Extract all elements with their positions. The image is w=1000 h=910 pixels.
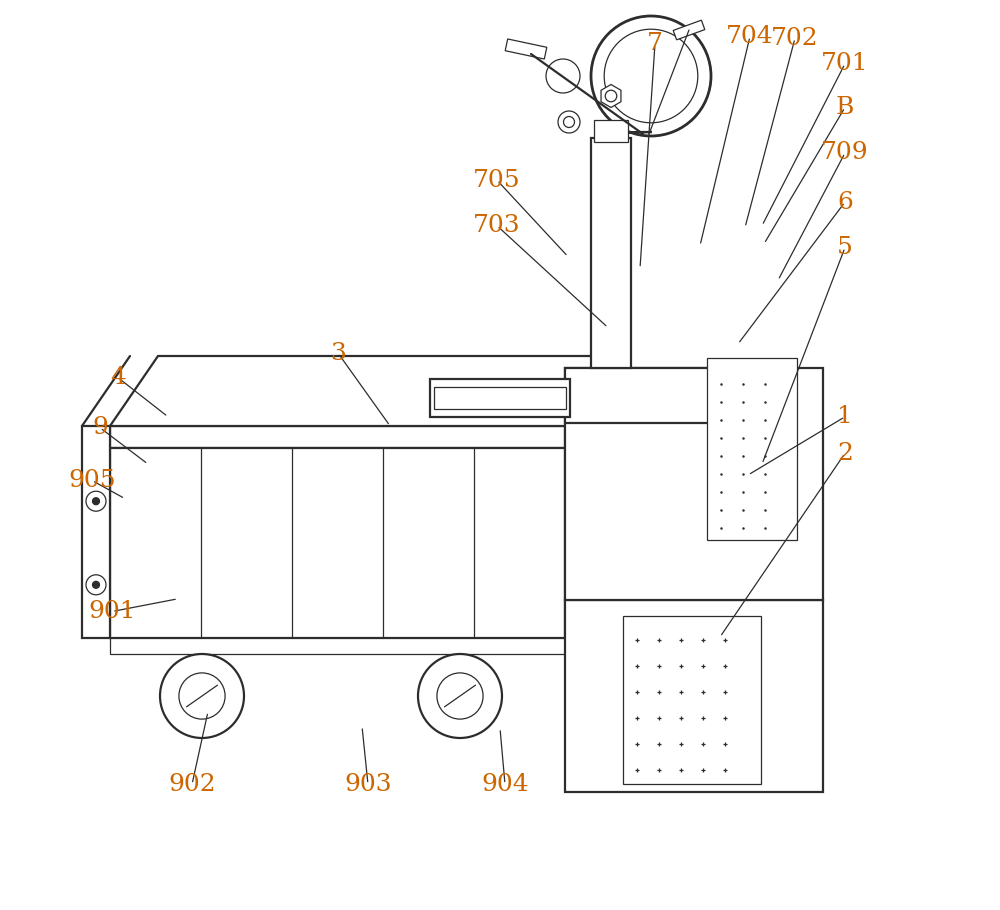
Bar: [707, 358, 797, 540]
Circle shape: [418, 654, 502, 738]
Circle shape: [86, 575, 106, 595]
Bar: [565, 600, 823, 792]
Text: 709: 709: [821, 141, 869, 165]
Bar: [110, 638, 565, 654]
Text: 2: 2: [837, 441, 853, 465]
Polygon shape: [82, 426, 110, 638]
Circle shape: [92, 498, 100, 505]
Polygon shape: [605, 132, 652, 133]
Circle shape: [92, 581, 100, 588]
Text: B: B: [836, 96, 854, 119]
Polygon shape: [601, 85, 621, 107]
Bar: [591, 138, 631, 368]
Text: 703: 703: [473, 214, 521, 238]
Circle shape: [558, 111, 580, 133]
Circle shape: [605, 90, 617, 102]
Bar: [434, 387, 566, 409]
Bar: [565, 368, 823, 600]
Text: 7: 7: [647, 32, 663, 56]
Text: 903: 903: [344, 773, 392, 796]
Bar: [623, 616, 761, 784]
Circle shape: [591, 16, 711, 136]
Circle shape: [546, 59, 580, 93]
Text: 702: 702: [771, 26, 819, 50]
Text: 905: 905: [68, 469, 116, 492]
Text: 1: 1: [837, 405, 853, 429]
Circle shape: [179, 672, 225, 719]
Text: 902: 902: [168, 773, 216, 796]
Bar: [565, 368, 766, 423]
Text: 6: 6: [837, 190, 853, 214]
Circle shape: [437, 672, 483, 719]
Polygon shape: [505, 39, 547, 59]
Text: 3: 3: [330, 341, 346, 365]
Text: 705: 705: [473, 168, 521, 192]
Text: 5: 5: [837, 236, 853, 259]
Circle shape: [86, 491, 106, 511]
Text: 701: 701: [821, 52, 869, 76]
Text: 4: 4: [110, 366, 126, 389]
Bar: [430, 379, 570, 417]
Polygon shape: [673, 20, 705, 40]
Text: 901: 901: [88, 600, 136, 623]
Circle shape: [604, 29, 698, 123]
Polygon shape: [110, 356, 613, 426]
Circle shape: [564, 116, 574, 127]
Bar: [110, 448, 565, 638]
Text: 904: 904: [481, 773, 529, 796]
Bar: [110, 426, 565, 448]
Text: 9: 9: [92, 416, 108, 440]
Circle shape: [160, 654, 244, 738]
Bar: [594, 120, 628, 142]
Text: 704: 704: [726, 25, 774, 48]
